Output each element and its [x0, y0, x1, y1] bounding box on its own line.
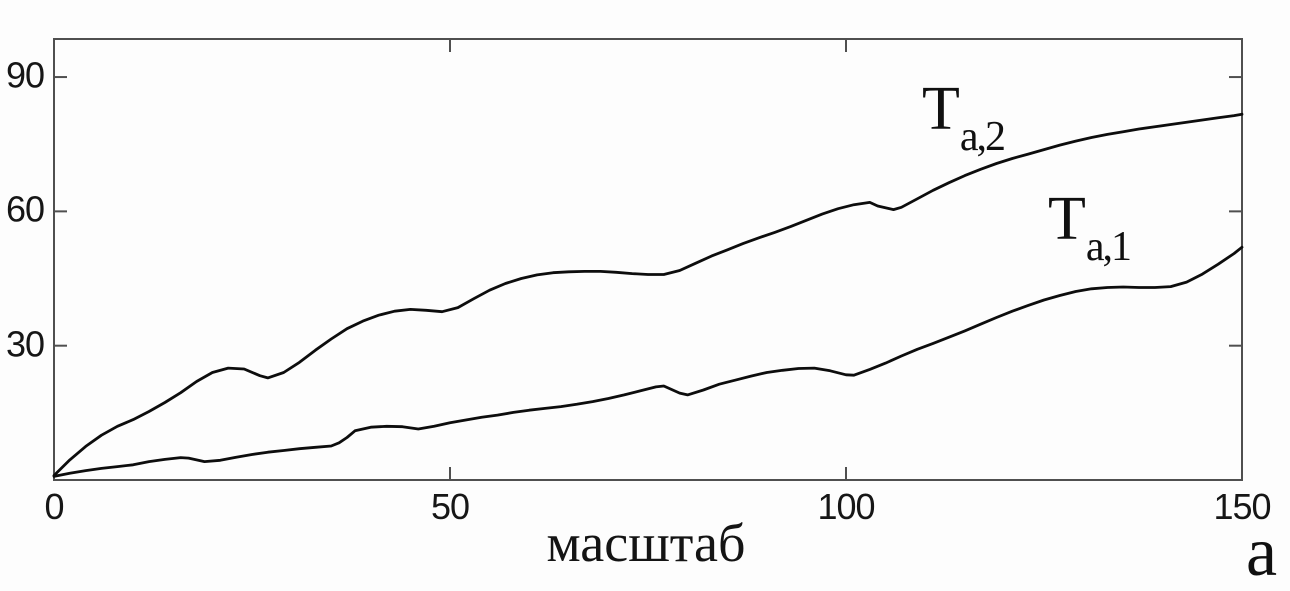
axes-box	[53, 38, 1243, 481]
curve-label-ta1: Ta,1	[1048, 185, 1132, 268]
curve-label-ta2-main: T	[922, 75, 960, 143]
curve-ta1	[52, 245, 1244, 478]
x-axis-label: масштаб	[546, 513, 746, 573]
y-tick-label: 60	[5, 188, 45, 230]
x-tick-label: 0	[44, 486, 64, 527]
x-tick-label: 150	[1213, 486, 1271, 527]
panel-letter: а	[1246, 514, 1278, 591]
curve-label-ta1-main: T	[1048, 185, 1086, 253]
curve-label-ta2-sub: a,2	[959, 114, 1006, 160]
y-tick-label: 30	[5, 323, 45, 365]
x-tick-label: 100	[817, 486, 875, 527]
y-tick-label: 90	[5, 54, 45, 96]
x-tick-label: 50	[430, 486, 470, 527]
curve-label-ta1-sub: a,1	[1085, 224, 1132, 270]
curve-label-ta2: Ta,2	[922, 75, 1006, 158]
curve-ta2	[52, 112, 1244, 477]
